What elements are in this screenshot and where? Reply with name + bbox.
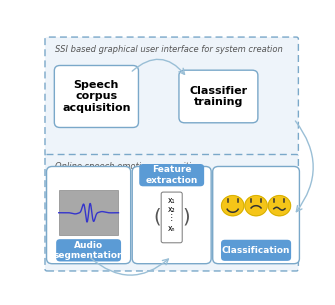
Text: Speech
corpus
acquisition: Speech corpus acquisition: [62, 80, 131, 113]
Text: SSI based graphical user interface for system creation: SSI based graphical user interface for s…: [55, 45, 283, 54]
FancyBboxPatch shape: [59, 190, 119, 235]
Text: (: (: [154, 208, 161, 227]
FancyBboxPatch shape: [161, 192, 182, 243]
Text: ⋮: ⋮: [168, 213, 176, 222]
Text: Audio
segmentation: Audio segmentation: [53, 241, 124, 260]
FancyBboxPatch shape: [179, 70, 258, 123]
Circle shape: [268, 196, 290, 216]
Text: x₂: x₂: [168, 205, 176, 214]
FancyBboxPatch shape: [132, 167, 211, 264]
Text: Classification: Classification: [222, 246, 290, 255]
FancyBboxPatch shape: [47, 167, 131, 264]
Text: ): ): [182, 208, 190, 227]
Circle shape: [245, 196, 267, 216]
FancyBboxPatch shape: [54, 66, 138, 127]
FancyBboxPatch shape: [213, 167, 299, 264]
FancyBboxPatch shape: [139, 164, 204, 186]
FancyBboxPatch shape: [221, 240, 291, 261]
Text: Classifier
training: Classifier training: [189, 86, 248, 107]
FancyBboxPatch shape: [45, 155, 298, 271]
FancyBboxPatch shape: [45, 37, 298, 156]
Text: x₁: x₁: [168, 196, 176, 206]
Text: Feature
extraction: Feature extraction: [145, 165, 198, 185]
FancyBboxPatch shape: [56, 239, 121, 261]
Circle shape: [221, 196, 244, 216]
Text: xₙ: xₙ: [168, 224, 176, 232]
Text: Online speech emotion recognition: Online speech emotion recognition: [55, 162, 201, 171]
